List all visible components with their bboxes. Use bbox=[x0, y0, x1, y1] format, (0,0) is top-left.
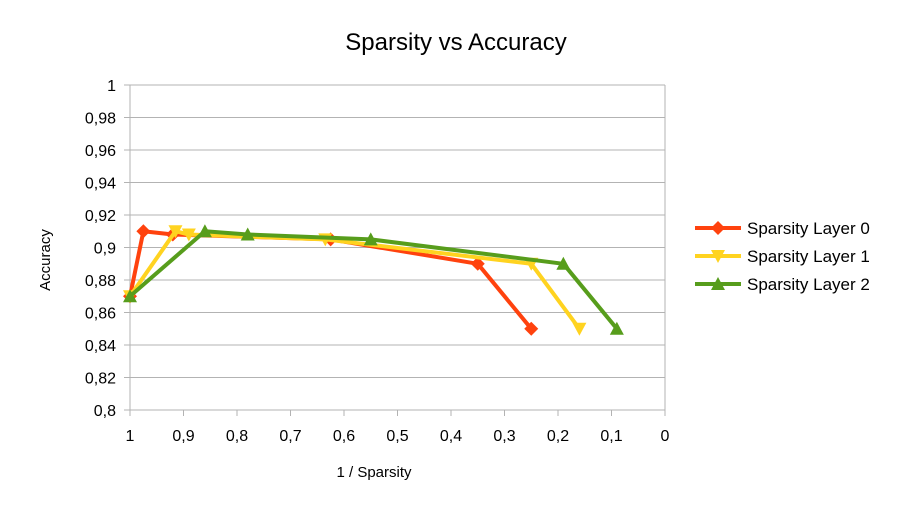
legend-item-1: Sparsity Layer 1 bbox=[695, 247, 870, 266]
legend-swatch-marker bbox=[711, 221, 725, 235]
y-tick-label: 0,86 bbox=[85, 306, 116, 323]
data-point bbox=[470, 256, 485, 271]
x-tick-label: 0,7 bbox=[279, 428, 301, 445]
x-tick-label: 0,3 bbox=[493, 428, 515, 445]
data-point bbox=[572, 322, 587, 336]
data-point bbox=[168, 225, 183, 239]
data-point bbox=[123, 289, 137, 303]
x-tick-label: 0,5 bbox=[386, 428, 408, 445]
x-tick-label: 1 bbox=[126, 428, 135, 445]
legend-label: Sparsity Layer 1 bbox=[747, 247, 870, 266]
data-point bbox=[240, 227, 255, 241]
legend-item-0: Sparsity Layer 0 bbox=[695, 219, 870, 238]
y-tick-label: 0,84 bbox=[85, 338, 116, 355]
x-tick-label: 0,8 bbox=[226, 428, 248, 445]
y-tick-label: 0,92 bbox=[85, 208, 116, 225]
series-line bbox=[128, 229, 582, 330]
data-point bbox=[363, 232, 378, 246]
y-axis-label: Accuracy bbox=[37, 229, 54, 291]
legend-label: Sparsity Layer 0 bbox=[747, 219, 870, 238]
x-tick-label: 0,4 bbox=[440, 428, 462, 445]
data-point bbox=[197, 224, 212, 238]
legend-label: Sparsity Layer 2 bbox=[747, 275, 870, 294]
series-layer bbox=[123, 224, 624, 336]
series-line bbox=[128, 229, 619, 331]
x-tick-label: 0,6 bbox=[333, 428, 355, 445]
legend-item-2: Sparsity Layer 2 bbox=[695, 275, 870, 294]
data-point bbox=[181, 228, 196, 242]
legend-swatch-marker bbox=[711, 277, 725, 290]
x-tick-label: 0,9 bbox=[172, 428, 194, 445]
legend-swatch-marker bbox=[711, 250, 725, 263]
y-tick-label: 0,94 bbox=[85, 176, 116, 193]
y-tick-label: 0,98 bbox=[85, 111, 116, 128]
y-tick-label: 0,96 bbox=[85, 143, 116, 160]
y-tick-label: 0,8 bbox=[94, 403, 116, 420]
y-tick-label: 1 bbox=[107, 78, 116, 95]
x-tick-label: 0 bbox=[661, 428, 670, 445]
x-axis-label: 1 / Sparsity bbox=[336, 464, 412, 481]
axes: 0,8 0,82 0,84 0,86 0,88 0,9 0,92 0,94 0,96 0,98 1 1… bbox=[85, 78, 670, 445]
series-2 bbox=[123, 224, 624, 335]
y-tick-label: 0,82 bbox=[85, 371, 116, 388]
x-tick-label: 0,1 bbox=[600, 428, 622, 445]
chart-title: Sparsity vs Accuracy bbox=[345, 29, 566, 56]
data-point bbox=[136, 224, 151, 239]
data-point bbox=[524, 321, 539, 336]
data-point bbox=[609, 321, 624, 335]
x-tick-label: 0,2 bbox=[547, 428, 569, 445]
data-point bbox=[556, 256, 571, 270]
y-tick-label: 0,9 bbox=[94, 241, 116, 258]
legend: Sparsity Layer 0 Sparsity Layer 1 Sparsity… bbox=[695, 219, 870, 294]
y-tick-label: 0,88 bbox=[85, 273, 116, 290]
